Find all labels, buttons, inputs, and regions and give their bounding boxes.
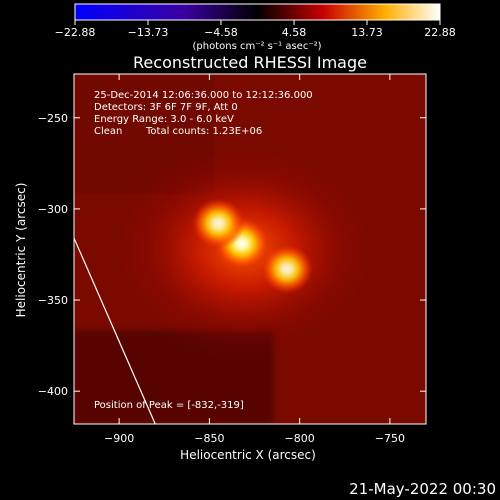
annotation-time-range: 25-Dec-2014 12:06:36.000 to 12:12:36.000 <box>94 90 313 101</box>
colorbar-tick-label: 13.73 <box>351 26 383 39</box>
render-timestamp: 21-May-2022 00:30 <box>349 480 496 498</box>
x-tick-label: −850 <box>194 432 224 445</box>
y-axis-label: Heliocentric Y (arcsec) <box>14 183 28 318</box>
colorbar-ticks: −22.88 −13.73 −4.58 4.58 13.73 22.88 <box>55 20 456 39</box>
chart-title: Reconstructed RHESSI Image <box>133 53 367 72</box>
x-axis-ticks: −900 −850 −800 −750 <box>104 74 405 445</box>
y-tick-label: −300 <box>38 203 68 216</box>
x-axis-label: Heliocentric X (arcsec) <box>180 448 316 462</box>
x-tick-label: −750 <box>375 432 405 445</box>
colorbar-tick-label: −13.73 <box>128 26 169 39</box>
annotation-detectors: Detectors: 3F 6F 7F 9F, Att 0 <box>94 102 238 113</box>
annotation-clean: Clean <box>94 126 122 137</box>
colorbar-tick-label: −4.58 <box>204 26 238 39</box>
y-tick-label: −250 <box>38 112 68 125</box>
y-tick-label: −400 <box>38 385 68 398</box>
sources-layer <box>191 198 314 294</box>
colorbar-tick-label: −22.88 <box>55 26 96 39</box>
colorbar-gradient <box>74 3 441 21</box>
plot-image <box>74 74 426 424</box>
annotation-peak-position: Position of Peak = [-832,-319] <box>94 400 244 411</box>
colorbar: −22.88 −13.73 −4.58 4.58 13.73 22.88 (photons… <box>55 3 456 52</box>
colorbar-unit-label: (photons cm⁻² s⁻¹ asec⁻²) <box>192 41 321 52</box>
y-tick-label: −350 <box>38 294 68 307</box>
annotation-total-counts: Total counts: 1.23E+06 <box>145 126 262 137</box>
colorbar-tick-label: 4.58 <box>282 26 307 39</box>
x-tick-label: −800 <box>285 432 315 445</box>
y-axis-ticks: −250 −300 −350 −400 <box>38 112 426 398</box>
emission-source <box>261 244 314 294</box>
x-tick-label: −900 <box>104 432 134 445</box>
annotation-block: 25-Dec-2014 12:06:36.000 to 12:12:36.000… <box>94 90 313 411</box>
plot-frame <box>73 73 427 425</box>
solar-limb-line <box>74 237 156 424</box>
annotation-energy-range: Energy Range: 3.0 - 6.0 keV <box>94 114 234 125</box>
colorbar-tick-label: 22.88 <box>424 26 456 39</box>
emission-source <box>191 198 245 249</box>
